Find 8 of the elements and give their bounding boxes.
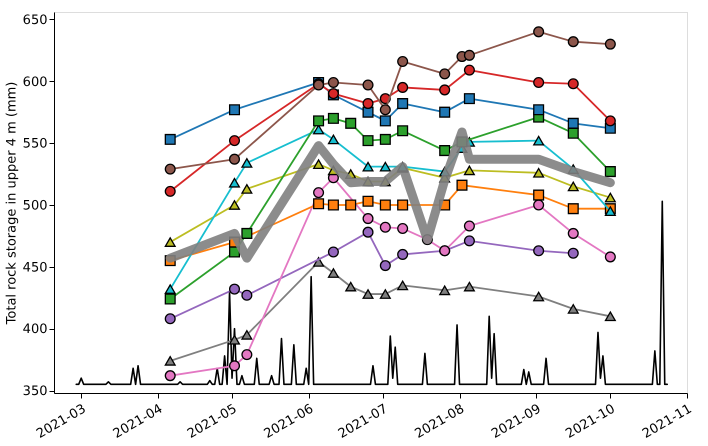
y-tick-label: 450 [22,260,48,276]
y-tick-label: 500 [22,198,48,214]
y-tick-label: 600 [22,74,48,90]
y-tick-label: 550 [22,136,48,152]
y-axis-title: Total rock storage in upper 4 m (mm) [4,82,20,326]
y-tick-label: 650 [22,12,48,28]
y-tick-label: 400 [22,322,48,338]
y-tick-label: 350 [22,384,48,400]
